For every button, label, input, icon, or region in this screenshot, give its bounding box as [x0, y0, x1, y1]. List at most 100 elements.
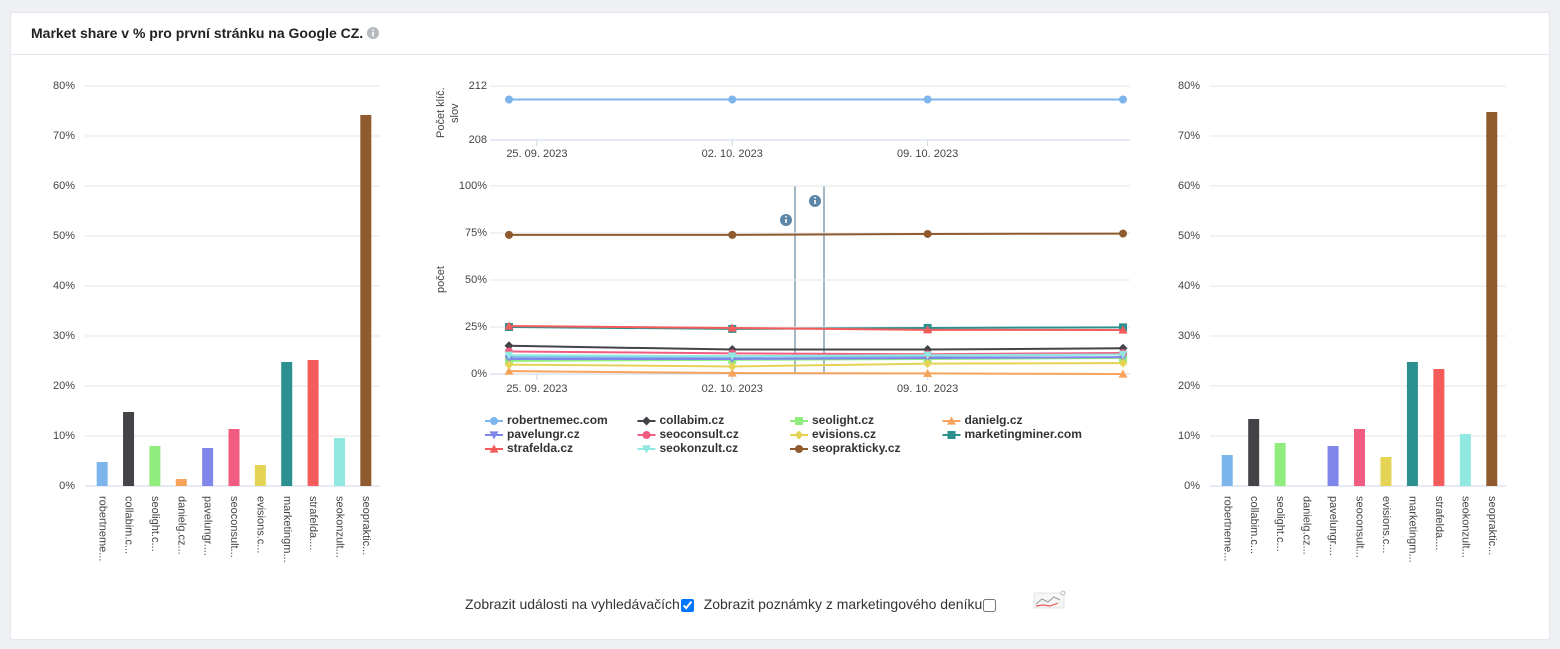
event-icon[interactable] [809, 195, 821, 207]
legend-marker [947, 431, 956, 439]
series-line [508, 353, 1124, 358]
bar [1354, 429, 1365, 486]
legend-marker [489, 431, 499, 440]
legend-label: seolight.cz [812, 413, 874, 427]
y-tick-label: 10% [1178, 430, 1200, 442]
legend-marker [642, 431, 651, 439]
bar [281, 362, 293, 486]
bar [96, 462, 108, 486]
y-tick-label: 212 [469, 80, 487, 92]
marker [504, 360, 514, 370]
bar [254, 465, 266, 486]
marker [923, 368, 933, 378]
y-tick-label: 30% [53, 330, 75, 342]
x-tick-label: seoconsult... [1354, 496, 1366, 558]
marker [505, 230, 513, 239]
legend-marker [642, 416, 651, 426]
x-tick-label: 09. 10. 2023 [897, 148, 958, 160]
x-tick-label: danielg.cz... [1301, 496, 1313, 555]
x-tick-label: pavelungr.... [1327, 496, 1339, 556]
legend-marker [794, 430, 804, 440]
info-icon[interactable] [367, 27, 380, 39]
event-icon[interactable] [780, 214, 792, 226]
marker [727, 368, 737, 377]
series-line [508, 370, 1124, 375]
chart-icon[interactable] [1033, 590, 1067, 610]
bar [1433, 369, 1445, 486]
y-tick-label: 40% [53, 280, 75, 292]
legend-label: danielg.cz [965, 413, 1023, 427]
control-label: Zobrazit poznámky z marketingového deník… [703, 596, 983, 612]
control-label: Zobrazit události na vyhledávačích [465, 596, 680, 612]
y-axis-label: počet [435, 266, 447, 294]
bar [1327, 446, 1339, 486]
y-tick-label: 20% [1178, 380, 1200, 392]
x-tick-label: seokonzult... [334, 496, 346, 558]
y-tick-label: 75% [465, 227, 487, 239]
marker [728, 230, 737, 239]
legend-marker [642, 445, 651, 454]
y-tick-label: 208 [469, 134, 487, 146]
x-tick-label: 02. 10. 2023 [702, 148, 763, 160]
bar [1459, 434, 1471, 486]
legend-label: strafelda.cz [507, 441, 573, 455]
x-tick-label: robertneme... [96, 496, 108, 561]
series-line [508, 362, 1124, 368]
x-tick-label: collabim.c... [123, 496, 135, 554]
x-tick-label: evisions.c... [1380, 496, 1392, 553]
control[interactable]: Zobrazit události na vyhledávačích [465, 596, 694, 612]
control[interactable]: Zobrazit poznámky z marketingového deník… [704, 596, 997, 612]
y-tick-label: 80% [53, 80, 75, 92]
marker [727, 352, 737, 361]
x-tick-label: robertneme... [1221, 496, 1233, 561]
x-tick-label: 02. 10. 2023 [702, 383, 763, 395]
x-tick-label: seoconsult... [228, 496, 240, 558]
card-title: Market share v % pro první stránku na Go… [31, 25, 364, 41]
y-tick-label: 30% [1178, 330, 1200, 342]
marker [1118, 325, 1128, 334]
marker [504, 351, 514, 360]
series-line [508, 325, 1124, 332]
y-tick-label: 0% [471, 368, 487, 380]
y-tick-label: 50% [465, 274, 487, 286]
y-tick-label: 0% [59, 480, 75, 492]
legend-marker [947, 416, 956, 425]
legend-label: seoconsult.cz [660, 427, 739, 441]
y-tick-label: 60% [1178, 180, 1200, 192]
legend-label: seoprakticky.cz [812, 441, 901, 455]
marker [1118, 350, 1128, 359]
bar [1486, 112, 1498, 486]
marker [727, 361, 737, 371]
legend-marker [795, 445, 803, 453]
x-tick-label: collabim.c... [1248, 496, 1260, 554]
x-tick-label: seolight.c... [1274, 496, 1286, 552]
y-tick-label: 10% [53, 430, 75, 442]
x-tick-label: seopraktic... [1486, 496, 1498, 555]
x-tick-label: marketingm... [281, 496, 293, 563]
y-tick-label: 60% [53, 180, 75, 192]
legend-label: robertnemec.com [507, 413, 608, 427]
x-tick-label: strafelda.... [1433, 496, 1445, 550]
x-tick-label: 25. 09. 2023 [506, 148, 567, 160]
marker [505, 95, 513, 104]
x-tick-label: seopraktic... [360, 496, 372, 555]
bar [202, 448, 214, 486]
legend-marker [490, 417, 498, 425]
x-tick-label: danielg.cz... [175, 496, 187, 555]
marker [923, 359, 933, 369]
y-tick-label: 100% [459, 180, 487, 192]
bar [1274, 443, 1286, 486]
divider [11, 54, 1549, 55]
legend-label: seokonzult.cz [660, 441, 739, 455]
marker [504, 341, 514, 351]
y-tick-label: 50% [53, 230, 75, 242]
legend-label: collabim.cz [660, 413, 725, 427]
legend-marker [489, 444, 499, 453]
x-tick-label: pavelungr.... [202, 496, 214, 556]
controls: Zobrazit události na vyhledávačích Zobra… [465, 596, 1002, 612]
checkbox[interactable] [983, 599, 997, 612]
checkbox[interactable] [680, 599, 694, 612]
y-tick-label: 70% [53, 130, 75, 142]
